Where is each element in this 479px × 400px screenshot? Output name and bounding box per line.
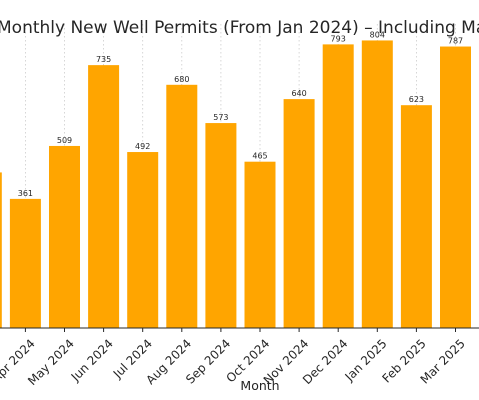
bar [127,152,159,328]
bar [88,65,120,329]
bar [283,99,315,328]
data-label: 680 [174,75,189,84]
bars-layer [0,40,471,329]
x-tick-label: Jun 2024 [68,336,116,384]
bar [244,161,276,328]
data-label: 573 [213,113,228,122]
bar [49,145,80,328]
data-label: 361 [18,189,33,198]
bar [400,105,432,328]
data-label: 640 [291,89,306,98]
data-label: 793 [331,34,346,43]
data-label: 509 [57,136,72,145]
data-label: 623 [409,95,424,104]
bar [9,198,41,328]
chart-title: Monthly New Well Permits (From Jan 2024)… [0,18,479,38]
data-label: 787 [448,37,463,46]
x-axis-label: Month [240,378,279,393]
bar [440,46,471,328]
bar [361,40,393,329]
bar [0,172,2,328]
bar [322,44,354,328]
data-label: 465 [252,152,267,161]
bar [205,123,237,328]
data-label: 492 [135,142,150,151]
data-label: 804 [370,30,385,39]
data-label: 735 [96,55,111,64]
data-labels-layer: 361 509 735 492 680 573 465 640 793 804 623 787 [18,30,463,197]
bar [166,84,198,328]
